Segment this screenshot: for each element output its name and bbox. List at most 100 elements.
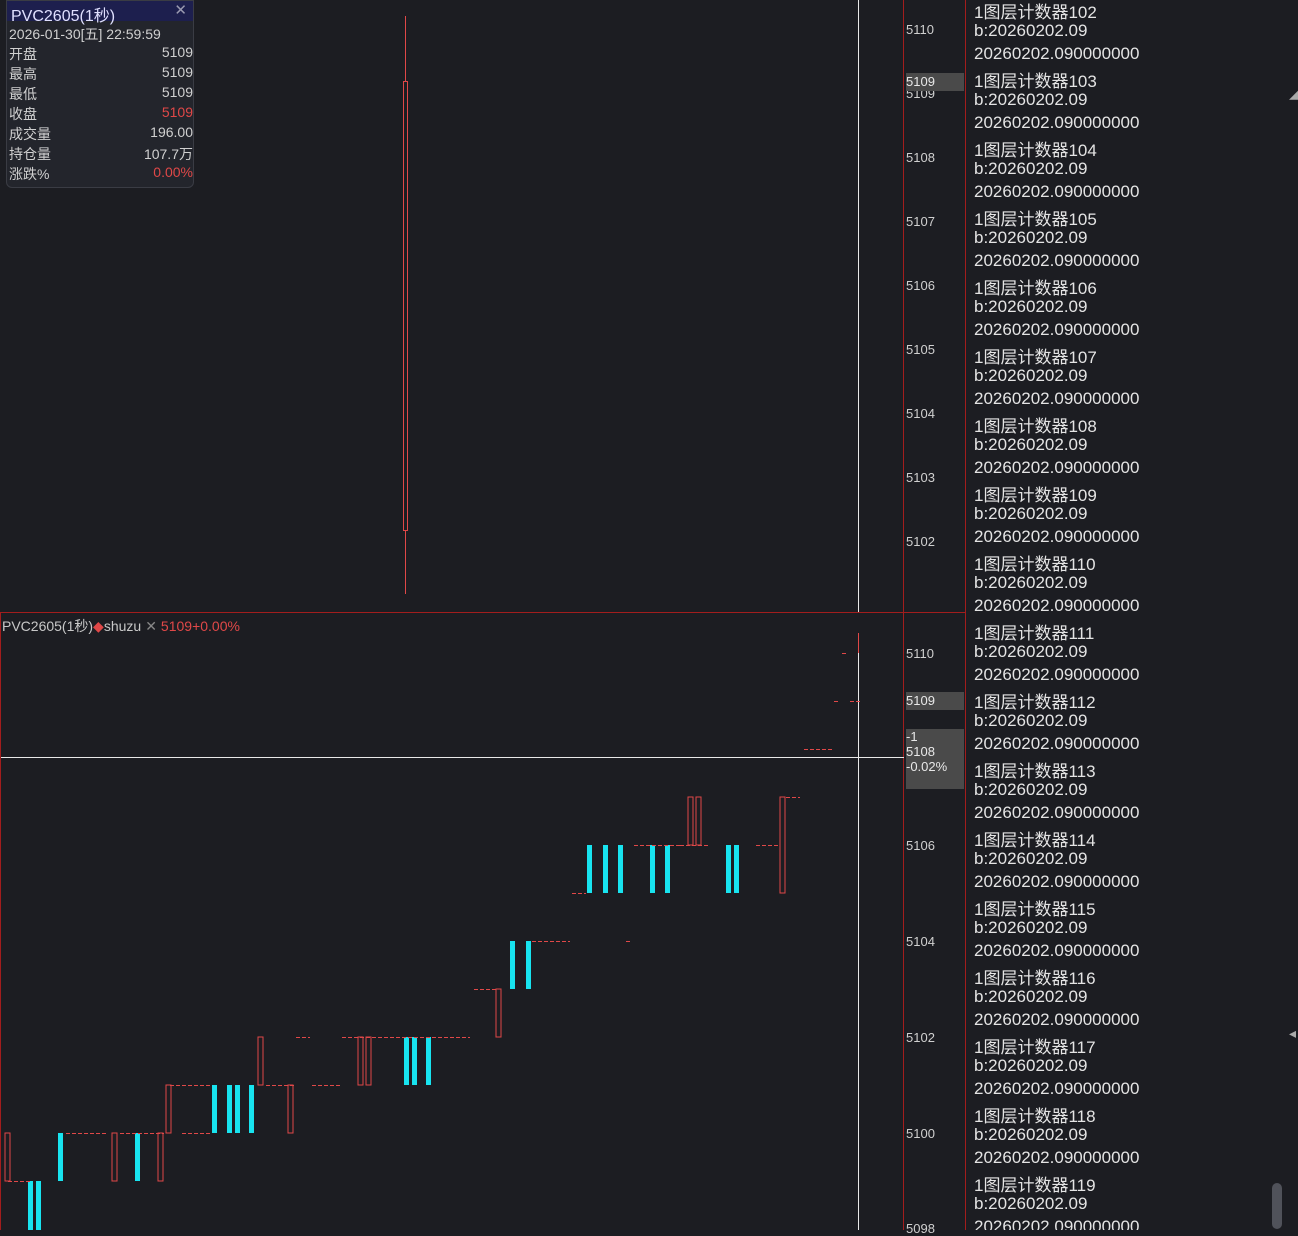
info-label: 收盘 (9, 106, 37, 122)
info-value: 5109 (161, 44, 193, 60)
log-line: 20260202.090000000 (974, 1217, 1140, 1230)
axis-tick: 5108 (906, 150, 935, 165)
log-line: 1图层计数器109 (974, 486, 1097, 505)
log-line: 1图层计数器107 (974, 348, 1097, 367)
axis-tick: 5106 (906, 838, 935, 853)
info-value: 196.00 (150, 124, 193, 140)
log-line: 20260202.090000000 (974, 389, 1140, 408)
log-line: 1图层计数器119 (974, 1176, 1096, 1195)
log-line: b:20260202.09 (974, 435, 1088, 454)
info-value: 107.7万 (143, 146, 193, 162)
axis-tick: 5107 (906, 214, 935, 229)
indicator-bar (28, 1181, 33, 1236)
log-line: 20260202.090000000 (974, 251, 1140, 270)
debug-output-panel[interactable]: 1图层计数器102 b:20260202.09 20260202.090000000… (968, 0, 1286, 1230)
indicator-bar (111, 1132, 118, 1182)
indicator-bar (618, 845, 623, 893)
info-row-open-interest: 持仓量 107.7万 (9, 143, 193, 163)
close-icon[interactable]: ✕ (145, 618, 157, 634)
indicator-bar (4, 1132, 11, 1182)
indicator-symbol: PVC2605(1秒) (2, 618, 94, 634)
indicator-quote: 5109+0.00% (160, 618, 240, 634)
indicator-bar (287, 1084, 294, 1134)
log-line: 20260202.090000000 (974, 320, 1140, 339)
scrollbar-track[interactable] (1286, 0, 1298, 1230)
info-value: 5109 (161, 84, 193, 100)
log-line: b:20260202.09 (974, 21, 1088, 40)
indicator-bar (135, 1133, 140, 1181)
log-line: 20260202.090000000 (974, 44, 1140, 63)
info-row-change-pct: 涨跌% 0.00% (9, 163, 193, 183)
bottom-price-axis[interactable]: 5110 5109 -1 5108 -0.02% 5106 5104 5102 … (904, 613, 966, 1236)
log-line: b:20260202.09 (974, 504, 1088, 523)
log-line: 20260202.090000000 (974, 182, 1140, 201)
log-line: 1图层计数器116 (974, 969, 1096, 988)
pane-divider (0, 612, 966, 613)
log-line: b:20260202.09 (974, 366, 1088, 385)
scrollbar-thumb[interactable] (1272, 1183, 1282, 1229)
log-line: b:20260202.09 (974, 1125, 1088, 1144)
log-line: 1图层计数器111 (974, 624, 1095, 643)
indicator-bar (58, 1133, 63, 1181)
indicator-bar (665, 845, 670, 893)
log-line: b:20260202.09 (974, 228, 1088, 247)
log-line: 20260202.090000000 (974, 1148, 1140, 1167)
indicator-bar (227, 1085, 232, 1133)
info-value: 5109 (161, 64, 193, 80)
main-chart-svg (403, 0, 859, 612)
indicator-bar (257, 1036, 264, 1086)
top-price-axis[interactable]: 5110 5109 5108 5107 5106 5105 5104 5103 … (904, 0, 966, 612)
indicator-bar (695, 796, 702, 846)
main-candle-chart[interactable] (0, 0, 904, 612)
expand-arrow-icon[interactable]: ◂ (1289, 1026, 1297, 1042)
indicator-bar (249, 1085, 254, 1133)
indicator-bar (404, 1037, 409, 1085)
indicator-header: PVC2605(1秒)◆shuzu ✕ 5109+0.00% (2, 616, 240, 636)
log-line: 20260202.090000000 (974, 941, 1140, 960)
indicator-bar (734, 845, 739, 893)
info-datetime: 2026-01-30[五] 22:59:59 (9, 26, 161, 42)
info-row-low: 最低 5109 (9, 83, 193, 103)
axis-tick: 5105 (906, 342, 935, 357)
close-icon[interactable]: ✕ (174, 1, 187, 19)
indicator-bar (412, 1037, 417, 1085)
log-line: b:20260202.09 (974, 711, 1088, 730)
log-line: 20260202.090000000 (974, 734, 1140, 753)
log-line: 20260202.090000000 (974, 113, 1140, 132)
log-line: 1图层计数器112 (974, 693, 1096, 712)
indicator-bar (157, 1132, 164, 1182)
indicator-bar (165, 1084, 172, 1134)
log-line: 20260202.090000000 (974, 458, 1140, 477)
indicator-chart[interactable] (0, 613, 904, 1236)
axis-tick: 5106 (906, 278, 935, 293)
indicator-chart-svg (1, 633, 904, 1236)
ohlc-info-panel: PVC2605(1秒) ✕ 2026-01-30[五] 22:59:59 开盘 5… (6, 0, 194, 188)
collapse-arrow-icon[interactable]: ◢ (1289, 86, 1298, 102)
log-line: 1图层计数器102 (974, 3, 1097, 22)
indicator-name[interactable]: shuzu (103, 618, 142, 634)
axis-tick: 5104 (906, 934, 935, 949)
indicator-bar (726, 845, 731, 893)
log-line: 1图层计数器105 (974, 210, 1097, 229)
log-line: b:20260202.09 (974, 573, 1088, 592)
log-line: 20260202.090000000 (974, 596, 1140, 615)
info-datetime-row: 2026-01-30[五] 22:59:59 (9, 23, 193, 43)
axis-tick: 5102 (906, 534, 935, 549)
indicator-bar (510, 941, 515, 989)
indicator-bar (495, 988, 502, 1038)
info-row-high: 最高 5109 (9, 63, 193, 83)
info-label: 持仓量 (9, 146, 51, 162)
info-row-open: 开盘 5109 (9, 43, 193, 63)
cursor-offset: -1 (906, 729, 918, 744)
axis-tick: 5104 (906, 406, 935, 421)
current-price-tag: 5109 (906, 73, 964, 91)
log-line: 1图层计数器115 (974, 900, 1096, 919)
info-panel-title-bar[interactable]: PVC2605(1秒) ✕ (7, 1, 193, 25)
cursor-price-tag: -1 5108 -0.02% (906, 729, 964, 789)
log-line: 20260202.090000000 (974, 1079, 1140, 1098)
axis-tick: 5110 (906, 22, 934, 37)
log-line: 1图层计数器110 (974, 555, 1096, 574)
info-label: 成交量 (9, 126, 51, 142)
log-line: b:20260202.09 (974, 1194, 1088, 1213)
log-line: b:20260202.09 (974, 90, 1088, 109)
